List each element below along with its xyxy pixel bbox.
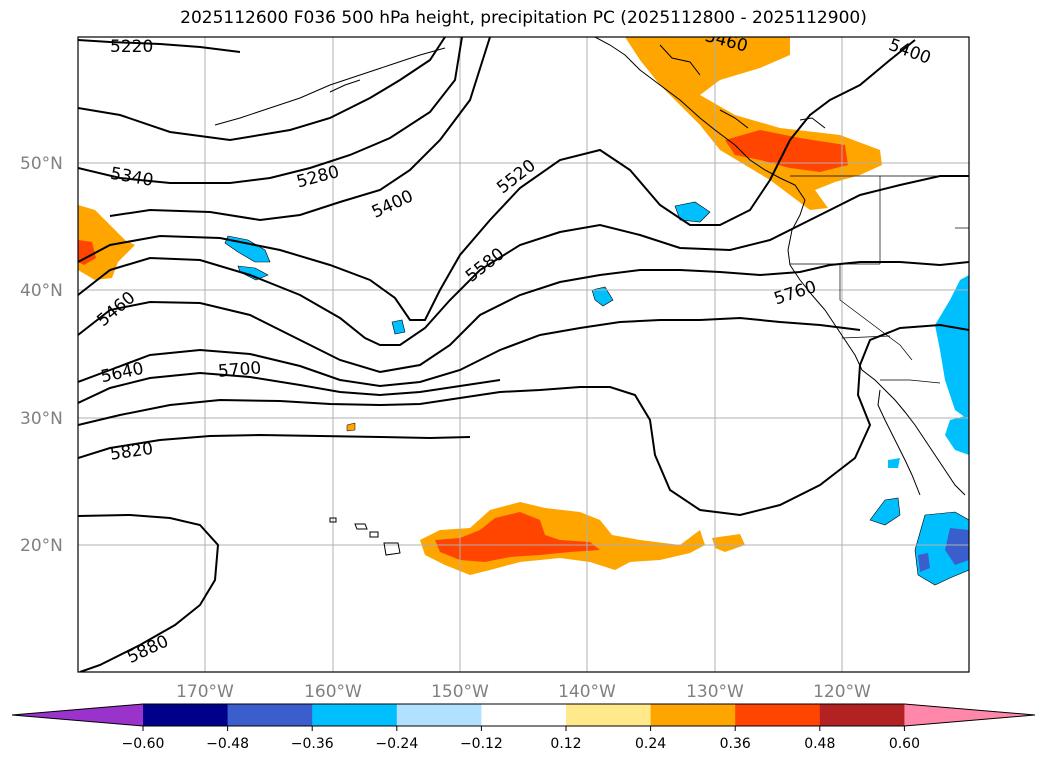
lon-label: 150°W xyxy=(431,682,489,702)
map-frame xyxy=(77,36,970,673)
precip-blue-7 xyxy=(945,415,969,455)
colorbar-tick-label: −0.60 xyxy=(122,736,165,752)
map-title: 2025112600 F036 500 hPa height, precipit… xyxy=(180,8,867,28)
colorbar-swatch xyxy=(481,704,567,726)
islands xyxy=(329,517,401,556)
precip-blue-4 xyxy=(591,286,614,307)
colorbar-swatch xyxy=(650,704,736,726)
lon-label: 120°W xyxy=(813,682,871,702)
colorbar-tick-label: 0.36 xyxy=(720,736,751,752)
colorbar-tick-label: 0.12 xyxy=(550,736,581,752)
precip-orange-dot xyxy=(346,422,356,432)
lat-label: 20°N xyxy=(20,536,63,556)
lon-axis: 170°W 160°W 150°W 140°W 130°W 120°W xyxy=(176,682,871,702)
precip-hawaii-red xyxy=(435,512,600,562)
colorbar-tick-label: −0.48 xyxy=(206,736,249,752)
map-frame-bg xyxy=(78,37,969,672)
colorbar-extend-low xyxy=(12,704,143,726)
colorbar-tick-label: 0.60 xyxy=(889,736,920,752)
colorbar-swatch xyxy=(735,704,821,726)
precip-darkblue-1 xyxy=(945,528,969,565)
colorbar-swatch xyxy=(312,704,398,726)
graticule xyxy=(78,37,969,672)
lon-label: 140°W xyxy=(558,682,616,702)
precip-blue-10 xyxy=(888,458,900,468)
lon-label: 170°W xyxy=(176,682,234,702)
colorbar-tick-label: −0.24 xyxy=(375,736,418,752)
lat-label: 30°N xyxy=(20,409,63,429)
precip-blue-8 xyxy=(869,497,901,526)
precip-west-orange xyxy=(78,205,135,280)
lat-label: 50°N xyxy=(20,154,63,174)
colorbar-swatch xyxy=(227,704,313,726)
coastlines xyxy=(214,37,966,496)
colorbar-swatch xyxy=(819,704,905,726)
colorbar-tick-label: 0.48 xyxy=(804,736,835,752)
contour-label: 5700 xyxy=(217,358,262,382)
colorbar-swatch xyxy=(566,704,652,726)
lat-axis: 50°N 40°N 30°N 20°N xyxy=(20,154,63,556)
colorbar: −0.60 −0.48 −0.36 −0.24 −0.12 0.12 0.24 0.36 0.4… xyxy=(11,703,1036,752)
colorbar-swatch xyxy=(143,704,229,726)
precip-shading xyxy=(78,37,969,586)
colorbar-tick-label: −0.12 xyxy=(460,736,503,752)
lon-label: 160°W xyxy=(304,682,362,702)
colorbar-swatch xyxy=(396,704,482,726)
lon-label: 130°W xyxy=(686,682,744,702)
precip-blue-6 xyxy=(935,275,969,420)
precip-darkblue-2 xyxy=(918,553,930,572)
precip-bc-red xyxy=(725,130,848,172)
precip-blue-5 xyxy=(391,319,406,335)
colorbar-extend-high xyxy=(904,704,1035,726)
height-contours xyxy=(78,37,969,672)
lat-label: 40°N xyxy=(20,281,63,301)
colorbar-tick-label: 0.24 xyxy=(635,736,666,752)
precip-hawaii-orange-east xyxy=(712,534,745,552)
contour-label: 5220 xyxy=(110,37,153,57)
colorbar-tick-label: −0.36 xyxy=(291,736,334,752)
precip-blue-1 xyxy=(224,235,271,263)
